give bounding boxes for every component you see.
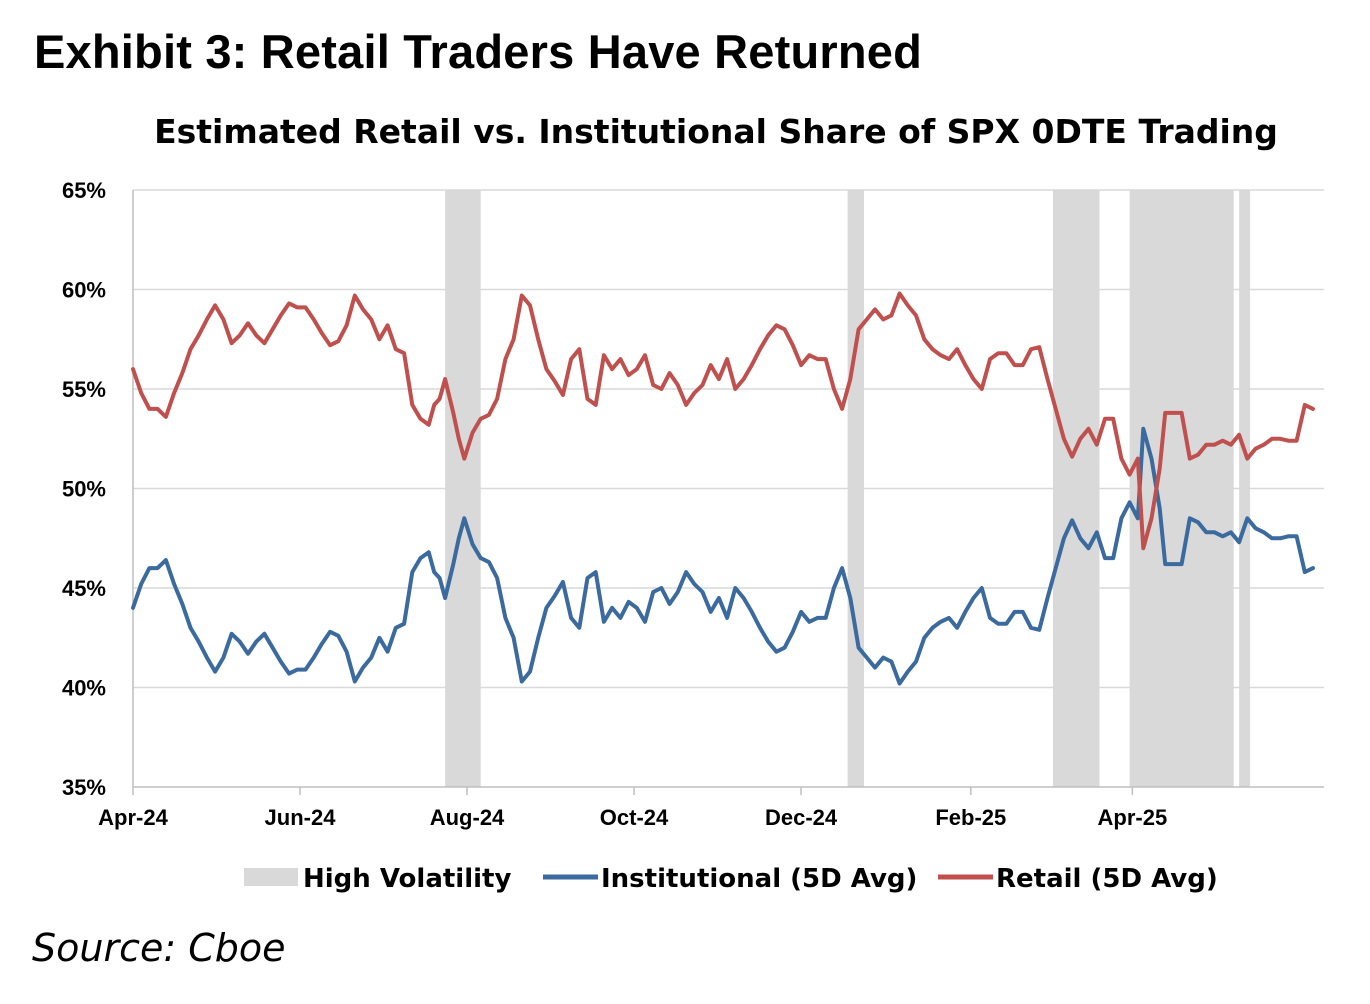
axes: 35% 40% 45% 50% 55% 60% 65% Apr-24 Jun-24 Aug-24 O… [62, 178, 1324, 830]
legend-swatch-high-volatility [244, 868, 298, 886]
x-tick-label: Apr-24 [98, 805, 168, 830]
chart-title: Estimated Retail vs. Institutional Share… [154, 112, 1278, 151]
legend: High Volatility Institutional (5D Avg) Ret… [244, 864, 1218, 894]
x-tick-label: Apr-25 [1098, 805, 1168, 830]
legend-label-institutional: Institutional (5D Avg) [601, 864, 917, 894]
legend-label-high-volatility: High Volatility [303, 864, 511, 894]
y-tick-label: 65% [62, 178, 106, 203]
x-tick-label: Jun-24 [265, 805, 337, 830]
y-tick-label: 35% [62, 775, 106, 800]
source-note: Source: Cboe [32, 926, 286, 970]
y-tick-label: 50% [62, 477, 106, 502]
institutional-line [131, 426, 1315, 686]
y-tick-label: 60% [62, 278, 106, 303]
y-tick-label: 40% [62, 676, 106, 701]
gridlines [133, 189, 1324, 689]
y-tick-label: 55% [62, 377, 106, 402]
x-tick-label: Aug-24 [430, 805, 505, 830]
x-tick-label: Dec-24 [765, 805, 838, 830]
series-lines [131, 291, 1315, 686]
x-tick-label: Feb-25 [935, 805, 1006, 830]
y-tick-label: 45% [62, 576, 106, 601]
exhibit-title: Exhibit 3: Retail Traders Have Returned [34, 25, 923, 78]
legend-label-retail: Retail (5D Avg) [996, 864, 1218, 894]
x-tick-label: Oct-24 [600, 805, 669, 830]
retail-line [131, 291, 1315, 551]
